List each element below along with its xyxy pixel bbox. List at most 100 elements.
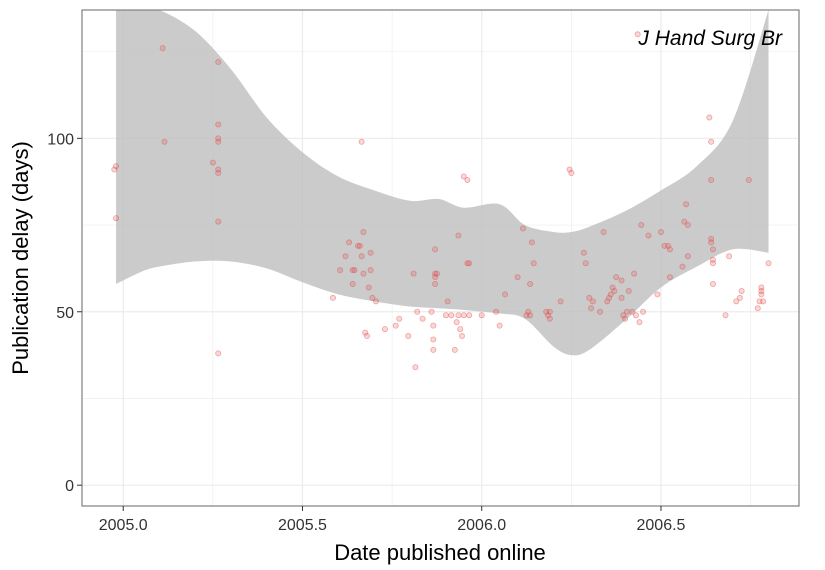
data-point bbox=[466, 260, 473, 267]
data-point bbox=[396, 315, 403, 322]
data-point bbox=[342, 253, 349, 260]
data-point bbox=[464, 260, 471, 267]
data-point bbox=[215, 138, 222, 145]
data-point bbox=[760, 298, 767, 305]
y-axis: 0 50 100 bbox=[47, 131, 82, 495]
data-point bbox=[432, 274, 439, 281]
data-point bbox=[566, 166, 573, 173]
y-axis-title: Publication delay (days) bbox=[8, 141, 33, 375]
x-tick-label: 2005.0 bbox=[99, 517, 148, 534]
data-point bbox=[430, 322, 437, 329]
data-point bbox=[360, 228, 367, 235]
data-point bbox=[215, 350, 222, 357]
data-point bbox=[618, 294, 625, 301]
data-point bbox=[527, 281, 534, 288]
y-tick-label: 0 bbox=[65, 478, 74, 495]
data-point bbox=[666, 246, 673, 253]
data-point bbox=[709, 281, 716, 288]
data-point bbox=[346, 239, 353, 246]
data-point bbox=[412, 364, 419, 371]
data-point bbox=[113, 215, 120, 222]
data-point bbox=[530, 260, 537, 267]
data-point bbox=[684, 222, 691, 229]
data-point bbox=[430, 346, 437, 353]
data-point bbox=[657, 228, 664, 235]
y-tick-label: 100 bbox=[47, 131, 74, 148]
data-point bbox=[758, 287, 765, 294]
x-axis: 2005.0 2005.5 2006.0 2006.5 bbox=[99, 506, 686, 534]
data-point bbox=[351, 267, 358, 274]
data-point bbox=[496, 322, 503, 329]
data-point bbox=[428, 308, 435, 315]
data-point bbox=[360, 270, 367, 277]
data-point bbox=[478, 312, 485, 319]
data-point bbox=[586, 294, 593, 301]
data-point bbox=[557, 298, 564, 305]
data-point bbox=[430, 336, 437, 343]
data-point bbox=[502, 291, 509, 298]
data-point bbox=[758, 291, 765, 298]
data-point bbox=[709, 246, 716, 253]
data-point bbox=[684, 253, 691, 260]
data-point bbox=[666, 274, 673, 281]
data-point bbox=[683, 201, 690, 208]
data-point bbox=[618, 277, 625, 284]
data-point bbox=[464, 176, 471, 183]
data-point bbox=[367, 249, 374, 256]
data-point bbox=[582, 260, 589, 267]
data-point bbox=[367, 267, 374, 274]
data-point bbox=[679, 263, 686, 270]
data-point bbox=[568, 170, 575, 177]
data-point bbox=[356, 242, 363, 249]
data-point bbox=[414, 308, 421, 315]
data-point bbox=[432, 246, 439, 253]
data-point bbox=[665, 242, 672, 249]
data-point bbox=[372, 298, 379, 305]
data-point bbox=[722, 312, 729, 319]
data-point bbox=[381, 326, 388, 333]
y-tick-label: 50 bbox=[56, 305, 74, 322]
data-point bbox=[625, 287, 632, 294]
data-point bbox=[519, 225, 526, 232]
data-point bbox=[432, 281, 439, 288]
data-point bbox=[455, 312, 462, 319]
data-point bbox=[708, 176, 715, 183]
data-point bbox=[543, 308, 550, 315]
data-point bbox=[708, 235, 715, 242]
smooth-confidence-band bbox=[116, 10, 769, 356]
data-point bbox=[442, 312, 449, 319]
data-point bbox=[453, 319, 460, 326]
data-point bbox=[736, 294, 743, 301]
data-point bbox=[433, 270, 440, 277]
data-point bbox=[215, 218, 222, 225]
data-point bbox=[745, 176, 752, 183]
data-point bbox=[597, 308, 604, 315]
data-point bbox=[349, 281, 356, 288]
data-point bbox=[215, 121, 222, 128]
data-point bbox=[329, 294, 336, 301]
data-point bbox=[493, 308, 500, 315]
data-point bbox=[355, 242, 362, 249]
data-point bbox=[432, 270, 439, 277]
data-point bbox=[460, 312, 467, 319]
data-point bbox=[448, 312, 455, 319]
data-point bbox=[638, 222, 645, 229]
data-point bbox=[111, 166, 118, 173]
data-points bbox=[111, 31, 772, 371]
journal-annotation: J Hand Surg Br bbox=[637, 27, 783, 50]
data-point bbox=[466, 312, 473, 319]
data-point bbox=[410, 270, 417, 277]
data-point bbox=[600, 228, 607, 235]
data-point bbox=[629, 308, 636, 315]
data-point bbox=[525, 308, 532, 315]
data-point bbox=[622, 315, 629, 322]
data-point bbox=[546, 308, 553, 315]
data-point bbox=[523, 312, 530, 319]
data-point bbox=[609, 284, 616, 291]
data-point bbox=[605, 294, 612, 301]
data-point bbox=[733, 298, 740, 305]
data-point bbox=[358, 253, 365, 260]
data-point bbox=[209, 159, 216, 166]
data-point bbox=[588, 305, 595, 312]
